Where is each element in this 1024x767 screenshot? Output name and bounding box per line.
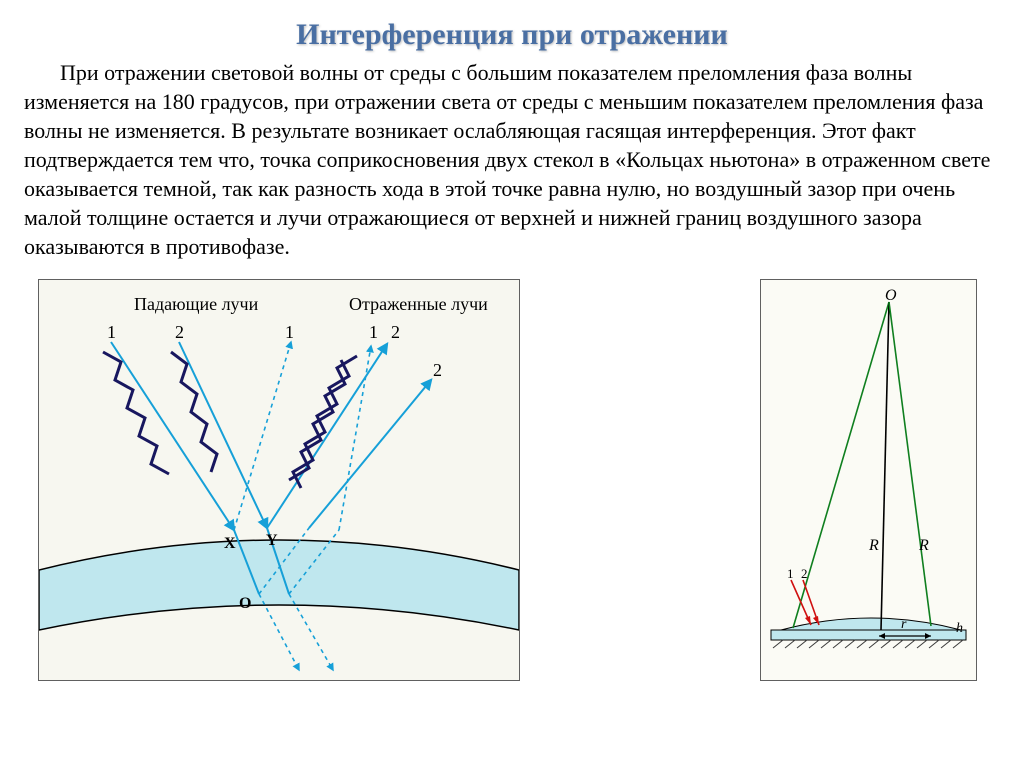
num-1-rl: 1 — [285, 322, 294, 342]
label-R1: R — [868, 537, 879, 554]
figure-left: Падающие лучи Отраженные лучи 1 2 1 1 2 … — [38, 279, 520, 681]
figure-row: Падающие лучи Отраженные лучи 1 2 1 1 2 … — [18, 279, 1006, 681]
incident-label: Падающие лучи — [134, 294, 259, 314]
radius-black — [881, 302, 889, 630]
body-paragraph: При отражении световой волны от среды с … — [24, 58, 1000, 261]
num-1-rr: 1 — [369, 322, 378, 342]
wave-in-2 — [171, 352, 217, 472]
newton-ring-svg: O R R — [761, 280, 976, 675]
page-title: Интерференция при отражении — [18, 18, 1006, 52]
ray-in-2 — [179, 342, 267, 528]
label-h: h — [956, 621, 963, 636]
wave-reflection-svg: Падающие лучи Отраженные лучи 1 2 1 1 2 … — [39, 280, 519, 675]
ray-out-y — [267, 344, 387, 528]
label-X: X — [224, 535, 236, 552]
num-1-in: 1 — [107, 322, 116, 342]
label-Y: Y — [266, 532, 278, 549]
glass-plate — [771, 630, 966, 640]
red-n1: 1 — [787, 566, 794, 581]
red-n2: 2 — [801, 566, 808, 581]
label-r: r — [901, 617, 907, 632]
thin-film — [39, 540, 519, 630]
wave-out-b — [293, 360, 349, 488]
ray-dash-x-up — [234, 342, 291, 530]
reflected-label: Отраженные лучи — [349, 294, 488, 314]
figure-right: O R R — [760, 279, 977, 681]
num-2-in: 2 — [175, 322, 184, 342]
wave-in-1 — [103, 352, 169, 474]
num-2-r2: 2 — [433, 360, 442, 380]
label-R2: R — [918, 537, 929, 554]
num-2-rr: 2 — [391, 322, 400, 342]
radius-green-2 — [889, 302, 931, 626]
label-O: O — [239, 595, 251, 612]
ray-in-1 — [111, 342, 234, 530]
label-O-top: O — [885, 287, 897, 304]
ray-dash-out3 — [339, 346, 371, 530]
